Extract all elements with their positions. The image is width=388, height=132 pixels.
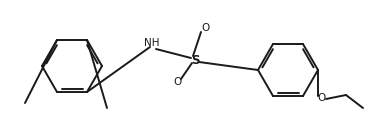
Text: NH: NH [144,38,160,48]
Text: O: O [318,93,326,103]
Text: O: O [201,23,209,33]
Text: S: S [191,53,199,67]
Text: O: O [174,77,182,87]
